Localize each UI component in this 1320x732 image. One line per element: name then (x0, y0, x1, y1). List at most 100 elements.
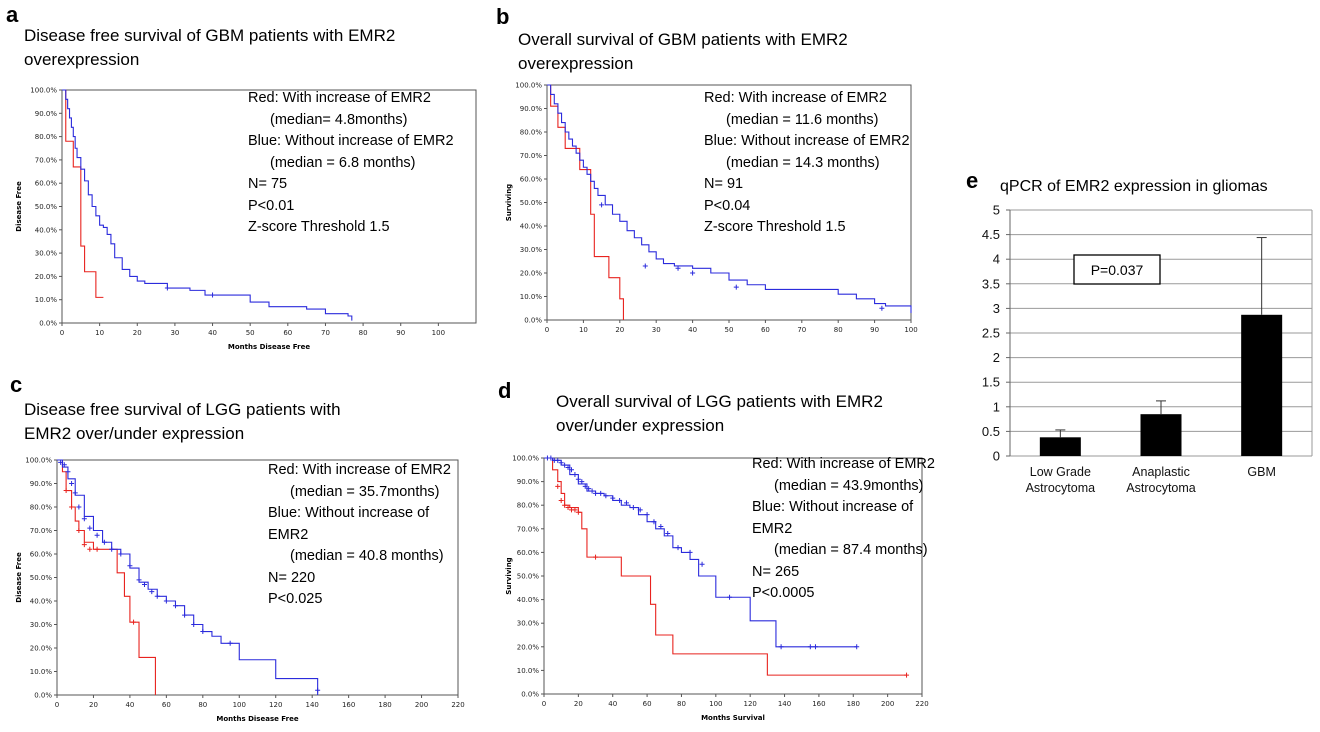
censor-mark-blue (210, 292, 216, 298)
legend-blue: Blue: Without increase of EMR2 (248, 133, 454, 149)
y-tick-label: 90.0% (517, 478, 540, 486)
x-tick-label: 60 (162, 701, 171, 709)
censor-mark-blue (854, 644, 860, 650)
y-tick-label: 4.5 (982, 227, 1000, 242)
y-tick-label: 30.0% (517, 620, 540, 628)
y-axis-label: Disease Free (15, 181, 23, 232)
panel-letter-c: c (10, 372, 23, 397)
legend-n: N= 265 (752, 563, 800, 580)
censor-mark-blue (61, 462, 67, 468)
p-value-label: P=0.037 (1091, 262, 1144, 278)
x-tick-label: Anaplastic Astrocytoma (1126, 465, 1196, 495)
p-value-box (1073, 254, 1161, 285)
panel-title-a: Disease free survival of GBM patients wi… (24, 26, 396, 69)
legend-red: Red: With increase of EMR2 (752, 456, 935, 472)
censor-mark-blue (227, 640, 233, 646)
censor-mark-red (555, 483, 561, 489)
legend-red-median: (median = 35.7months) (290, 483, 440, 500)
y-tick-label: 3.5 (982, 276, 1000, 291)
panel-title-b: Overall survival of GBM patients with EM… (518, 30, 848, 73)
censor-mark-blue (642, 263, 648, 269)
panel-title-e: qPCR of EMR2 expression in gliomas (1000, 178, 1268, 195)
legend-red-median: (median = 11.6 months) (726, 111, 879, 128)
x-axis-label: Months Disease Free (216, 715, 298, 723)
censor-mark-blue (172, 603, 178, 609)
legend-blue: Blue: Without increase of EMR2 (704, 133, 910, 149)
y-axis-label: Surviving (505, 557, 513, 594)
y-tick-label: 90.0% (35, 110, 58, 118)
censor-mark-blue (109, 546, 115, 552)
y-tick-label: 10.0% (520, 293, 543, 301)
x-tick-label: 20 (574, 700, 583, 708)
y-tick-label: 20.0% (30, 645, 53, 653)
censor-mark-blue (807, 644, 813, 650)
censor-mark-blue (76, 504, 82, 510)
x-tick-label: 220 (915, 700, 928, 708)
y-tick-label: 80.0% (35, 133, 58, 141)
y-tick-label: 80.0% (517, 502, 540, 510)
x-tick-label: 160 (342, 701, 355, 709)
legend-z: Z-score Threshold 1.5 (248, 219, 390, 235)
censor-mark-blue (65, 469, 71, 475)
x-tick-label: 0 (542, 700, 546, 708)
y-tick-label: 40.0% (30, 598, 53, 606)
x-tick-label: 70 (797, 326, 806, 334)
censor-mark-blue (582, 483, 588, 489)
y-tick-label: 90.0% (30, 480, 53, 488)
legend-p: P<0.04 (704, 197, 751, 214)
censor-mark-blue (182, 612, 188, 618)
censor-mark-blue (778, 644, 784, 650)
x-tick-label: 50 (246, 329, 255, 337)
censor-mark-blue (630, 505, 636, 511)
y-tick-label: 50.0% (30, 574, 53, 582)
x-tick-label: 40 (208, 329, 217, 337)
panel-title-d: Overall survival of LGG patients with EM… (556, 392, 883, 435)
y-tick-label: 0.0% (524, 317, 542, 325)
legend-p: P<0.025 (268, 591, 323, 607)
legend-blue-median: (median = 14.3 months) (726, 154, 880, 171)
x-tick-label: 80 (359, 329, 368, 337)
survival-curve-blue (547, 84, 912, 313)
censor-mark-blue (812, 644, 818, 650)
censor-mark-blue (727, 594, 733, 600)
legend-p: P<0.01 (248, 197, 295, 214)
censor-mark-blue (141, 582, 147, 588)
y-tick-label: 10.0% (30, 668, 53, 676)
legend-a: Red: With increase of EMR2 (median= 4.8m… (248, 88, 454, 239)
censor-mark-blue (623, 500, 629, 506)
y-tick-label: 60.0% (520, 176, 543, 184)
x-tick-label: 80 (677, 700, 686, 708)
censor-mark-red (81, 542, 87, 548)
x-tick-label: 60 (761, 326, 770, 334)
panel-letter-b: b (496, 4, 510, 29)
y-tick-label: 70.0% (520, 152, 543, 160)
censor-mark-blue (200, 629, 206, 635)
censor-mark-blue (562, 462, 568, 468)
censor-mark-blue (572, 472, 578, 478)
censor-mark-blue (603, 493, 609, 499)
censor-mark-blue (81, 516, 87, 522)
censor-mark-blue (879, 305, 885, 311)
y-tick-label: 90.0% (520, 105, 543, 113)
y-tick-label: 30.0% (35, 250, 58, 258)
y-tick-label: 5 (993, 203, 1000, 218)
panel-letter-a: a (6, 2, 19, 27)
censor-mark-blue (599, 202, 605, 208)
legend-b: Red: With increase of EMR2 (median = 11.… (704, 88, 910, 239)
x-tick-label: 70 (321, 329, 330, 337)
legend-blue: Blue: Without increase of (752, 499, 914, 515)
y-tick-label: 70.0% (517, 525, 540, 533)
censor-mark-blue (579, 479, 585, 485)
x-tick-label: 90 (870, 326, 879, 334)
panel-title-c: Disease free survival of LGG patients wi… (24, 400, 341, 443)
x-tick-label: 10 (579, 326, 588, 334)
censor-mark-blue (163, 598, 169, 604)
x-tick-label: 60 (643, 700, 652, 708)
censor-mark-red (575, 509, 581, 515)
y-tick-label: 100.0% (512, 455, 539, 463)
censor-mark-red (562, 502, 568, 508)
y-tick-label: 1.5 (982, 375, 1000, 390)
y-tick-label: 40.0% (517, 596, 540, 604)
x-tick-label: 160 (812, 700, 825, 708)
y-tick-label: 20.0% (35, 273, 58, 281)
